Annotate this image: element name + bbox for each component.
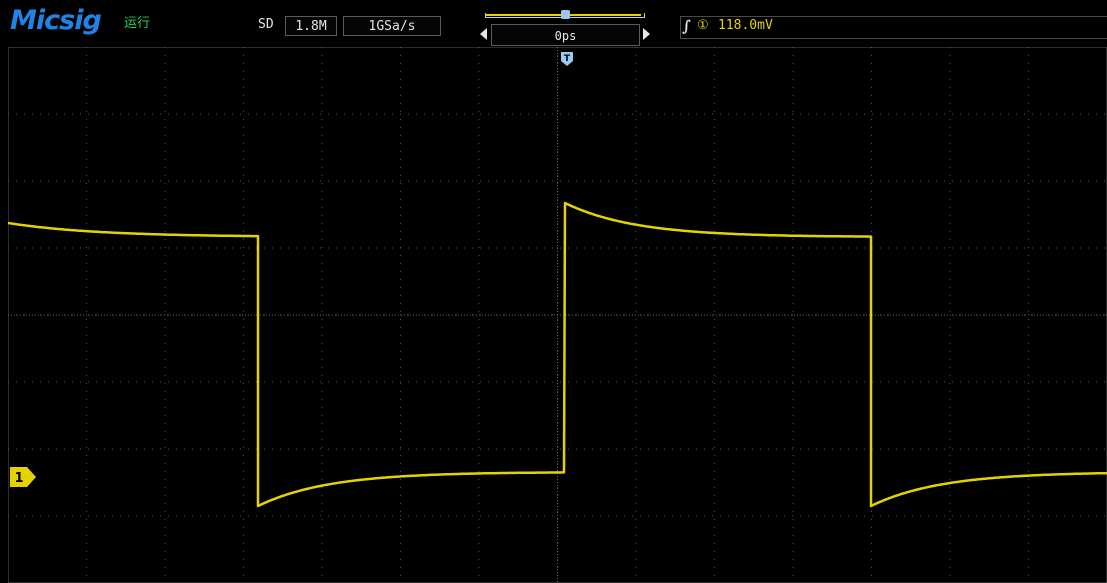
channel-1-marker[interactable]: 1 [10, 467, 36, 487]
trigger-level[interactable]: 118.0mV [718, 18, 773, 33]
rising-edge-icon: ∫ [682, 17, 691, 35]
horizontal-position-marker[interactable] [561, 10, 570, 19]
time-right-arrow-icon[interactable] [643, 28, 650, 40]
time-offset[interactable]: 0ps [491, 24, 640, 46]
channel-1-label: 1 [14, 471, 23, 486]
acquisition-mode[interactable]: SD [258, 17, 274, 32]
memory-depth[interactable]: 1.8M [285, 16, 337, 36]
trigger-source: ① [697, 18, 709, 33]
waveform-display[interactable] [8, 47, 1107, 583]
trigger-position-label: T [564, 54, 571, 64]
trigger-position-marker[interactable]: T [560, 51, 574, 67]
time-left-arrow-icon[interactable] [480, 28, 487, 40]
brand-logo: Micsig [10, 5, 102, 36]
trigger-panel[interactable] [680, 16, 1107, 39]
grid [8, 47, 1107, 583]
channel-1-trace [8, 201, 1107, 508]
sample-rate[interactable]: 1GSa/s [343, 16, 441, 36]
status-bar: Micsig 运行 SD 1.8M 1GSa/s 0ps ∫ ① 118.0mV [0, 0, 1107, 46]
run-status[interactable]: 运行 [124, 16, 151, 31]
